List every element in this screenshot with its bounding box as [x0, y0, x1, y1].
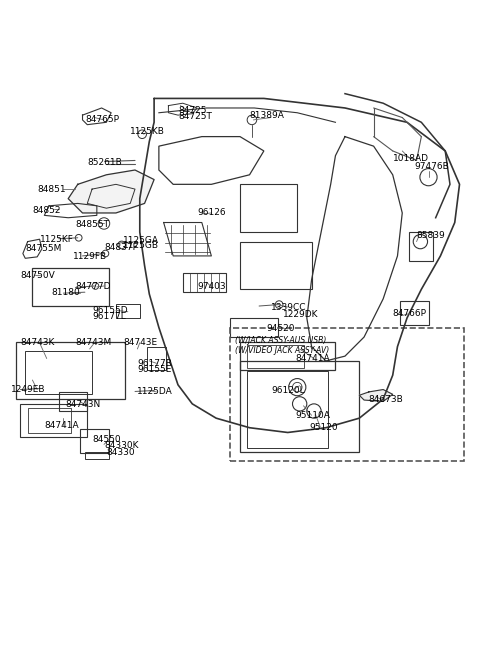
Polygon shape: [68, 170, 154, 213]
Text: 84755M: 84755M: [25, 244, 61, 253]
Polygon shape: [360, 390, 393, 402]
Text: 96155D: 96155D: [92, 306, 128, 315]
Text: 84852: 84852: [33, 206, 61, 215]
Text: 96155E: 96155E: [137, 365, 172, 373]
Text: 94520: 94520: [266, 324, 295, 333]
Text: 1125GB: 1125GB: [123, 242, 159, 250]
Text: 84837F: 84837F: [104, 243, 138, 252]
Bar: [183, 272, 226, 291]
Text: 1125GA: 1125GA: [123, 236, 159, 245]
Bar: [16, 342, 125, 399]
Bar: [240, 361, 360, 451]
Text: 84743M: 84743M: [75, 338, 112, 347]
Bar: [409, 232, 433, 261]
Bar: [230, 318, 278, 337]
Text: 84743K: 84743K: [21, 338, 55, 347]
Bar: [25, 351, 92, 394]
Text: 84673B: 84673B: [369, 394, 404, 403]
Bar: [247, 345, 304, 368]
Text: (W/VIDEO JACK ASSY-AV): (W/VIDEO JACK ASSY-AV): [235, 346, 329, 354]
Text: 84741A: 84741A: [44, 421, 79, 430]
Text: 84330K: 84330K: [104, 441, 139, 451]
Text: 84743E: 84743E: [123, 338, 157, 347]
Text: 1129FB: 1129FB: [73, 252, 107, 261]
Text: 85261B: 85261B: [87, 159, 122, 168]
Bar: [28, 407, 71, 434]
Text: 1125DA: 1125DA: [137, 387, 173, 396]
Text: 84725T: 84725T: [178, 112, 212, 121]
Text: 96177L: 96177L: [92, 312, 126, 320]
Text: 1249EB: 1249EB: [11, 385, 46, 394]
Text: 97403: 97403: [197, 282, 226, 291]
Text: 84741A: 84741A: [295, 354, 329, 363]
Bar: [247, 371, 328, 448]
Text: 84855T: 84855T: [75, 220, 109, 229]
Bar: [80, 428, 109, 453]
Text: 84766P: 84766P: [393, 309, 427, 318]
Text: (W/JACK ASSY-AUS USB): (W/JACK ASSY-AUS USB): [235, 336, 326, 345]
Text: 84750V: 84750V: [21, 271, 55, 280]
Bar: [400, 301, 429, 325]
Text: 1125KF: 1125KF: [39, 234, 73, 244]
Bar: [33, 268, 109, 306]
Text: 95120: 95120: [309, 423, 338, 432]
Text: 96177R: 96177R: [137, 359, 172, 368]
Bar: [240, 184, 297, 232]
Text: 81180: 81180: [51, 288, 80, 297]
Bar: [240, 342, 336, 371]
Text: 1339CC: 1339CC: [271, 303, 307, 312]
Bar: [116, 304, 140, 318]
Text: 84725: 84725: [178, 106, 206, 115]
Text: 84330: 84330: [107, 448, 135, 457]
Text: 1018AD: 1018AD: [393, 153, 429, 162]
Text: 95110A: 95110A: [295, 411, 330, 421]
Text: 84765P: 84765P: [85, 115, 119, 124]
Bar: [21, 404, 87, 438]
Bar: [147, 346, 166, 371]
Text: 96120L: 96120L: [271, 386, 305, 395]
Text: 1229DK: 1229DK: [283, 310, 318, 318]
Text: 84743N: 84743N: [66, 400, 101, 409]
Text: 1125KB: 1125KB: [130, 127, 165, 136]
Text: 85839: 85839: [417, 231, 445, 240]
Text: 84851: 84851: [37, 185, 66, 194]
Text: 81389A: 81389A: [250, 111, 285, 120]
Bar: [240, 242, 312, 290]
Bar: [59, 392, 87, 411]
Text: 97476B: 97476B: [414, 162, 449, 171]
Text: 96126: 96126: [197, 208, 226, 217]
Text: 84777D: 84777D: [75, 282, 111, 291]
Bar: [85, 451, 109, 458]
Text: 84550: 84550: [92, 435, 120, 444]
